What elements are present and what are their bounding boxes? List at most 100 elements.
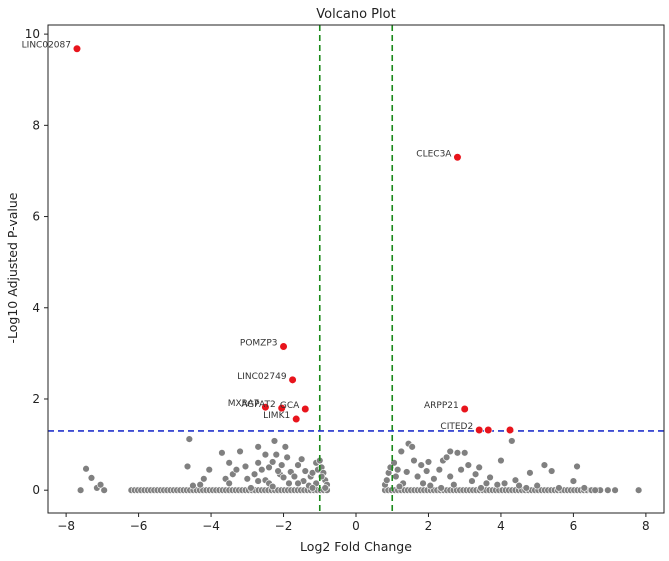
nonsignificant-point <box>419 479 427 488</box>
nonsignificant-point <box>294 461 302 469</box>
nonsignificant-point <box>247 484 255 492</box>
nonsignificant-point <box>390 459 398 467</box>
y-tick-label: 4 <box>32 301 40 315</box>
nonsignificant-point <box>446 447 454 456</box>
significant-point <box>261 403 270 412</box>
nonsignificant-point <box>515 481 523 490</box>
gene-label: CLEC3A <box>416 149 452 159</box>
nonsignificant-point <box>281 443 290 451</box>
nonsignificant-point <box>87 474 96 482</box>
nonsignificant-point <box>250 470 259 478</box>
gene-label: MXRA7 <box>228 399 260 409</box>
nonsignificant-point <box>254 459 262 467</box>
nonsignificant-point <box>417 461 425 469</box>
x-tick-label: −8 <box>57 519 75 533</box>
significant-point <box>460 404 469 414</box>
significant-point <box>505 425 515 435</box>
nonsignificant-point <box>408 443 416 451</box>
nonsignificant-point <box>555 484 563 492</box>
y-axis-label: -Log10 Adjusted P-value <box>5 192 20 343</box>
nonsignificant-point <box>82 465 90 473</box>
nonsignificant-point <box>397 447 405 456</box>
nonsignificant-point <box>493 481 502 489</box>
nonsignificant-point <box>301 467 309 475</box>
nonsignificant-point <box>258 465 266 474</box>
nonsignificant-point <box>225 479 233 488</box>
nonsignificant-point <box>482 479 491 488</box>
nonsignificant-point <box>270 437 279 445</box>
nonsignificant-point <box>243 475 251 483</box>
gene-label: GCA <box>280 401 300 411</box>
nonsignificant-point <box>393 465 402 474</box>
nonsignificant-point <box>395 482 404 491</box>
nonsignificant-point <box>508 437 516 445</box>
significant-point <box>453 153 462 162</box>
gene-label: AGPAT2 <box>241 400 276 410</box>
nonsignificant-point <box>413 472 422 481</box>
nonsignificant-point <box>453 449 462 457</box>
nonsignificant-point <box>232 465 241 474</box>
axis-ticks: −8 −6 −4 −2 0 2 4 6 8 0 2 4 6 8 10 <box>25 27 650 533</box>
nonsignificant-point <box>430 475 438 483</box>
y-tick-label: 0 <box>32 483 40 497</box>
nonsignificant-point <box>290 472 299 481</box>
nonsignificant-point <box>196 481 204 489</box>
significant-point <box>72 44 82 53</box>
plot-area: LINC02087 CLEC3A POMZP3 LINC02749 MXRA7AGPAT… <box>22 25 664 513</box>
nonsignificant-point <box>297 455 306 463</box>
nonsignificant-point <box>100 486 108 494</box>
nonsignificant-point <box>604 486 612 494</box>
nonsignificant-point <box>422 467 431 475</box>
gene-label: ARPP21 <box>424 401 459 411</box>
nonsignificant-point <box>225 459 233 467</box>
gene-label: LINC02749 <box>237 372 287 382</box>
nonsignificant-point <box>283 453 291 462</box>
nonsignificant-point <box>511 476 520 484</box>
nonsignificant-point <box>274 467 282 475</box>
plot-content <box>48 25 664 513</box>
nonsignificant-point <box>424 458 433 466</box>
significant-point <box>288 375 297 384</box>
nonsignificant-point <box>580 484 588 492</box>
significant-point <box>301 404 310 414</box>
nonsignificant-point <box>426 481 434 490</box>
nonsignificant-point <box>475 463 483 472</box>
nonsignificant-point <box>268 482 277 491</box>
x-tick-label: 6 <box>570 519 578 533</box>
gene-label: LIMK1 <box>263 411 290 421</box>
nonsignificant-point <box>189 481 197 490</box>
nonsignificant-point <box>471 470 480 478</box>
chart-title: Volcano Plot <box>316 7 395 22</box>
nonsignificant-point <box>383 476 391 484</box>
x-tick-label: 4 <box>497 519 505 533</box>
gene-label: POMZP3 <box>240 339 278 349</box>
significant-point <box>292 414 301 424</box>
nonsignificant-point <box>261 450 270 459</box>
nonsignificant-point <box>634 486 643 494</box>
nonsignificant-point <box>265 463 273 472</box>
nonsignificant-point <box>308 469 317 477</box>
nonsignificant-point <box>540 461 549 469</box>
nonsignificant-point <box>96 481 105 489</box>
y-tick-label: 8 <box>32 118 40 132</box>
nonsignificant-point <box>486 473 494 482</box>
x-tick-label: −4 <box>202 519 220 533</box>
nonsignificant-point <box>268 458 277 466</box>
nonsignificant-point <box>76 486 85 494</box>
nonsignificant-point <box>403 468 411 476</box>
nonsignificant-point <box>218 449 226 457</box>
nonsignificant-point <box>435 465 444 474</box>
nonsignificant-point <box>497 456 505 465</box>
nonsignificant-point <box>183 462 192 471</box>
gene-label: LINC02087 <box>22 41 71 51</box>
nonsignificant-point <box>294 479 302 488</box>
nonsignificant-point <box>533 481 541 490</box>
nonsignificant-point <box>321 484 329 492</box>
nonsignificant-point <box>477 484 485 492</box>
nonsignificant-point <box>442 453 451 462</box>
nonsignificant-point <box>254 443 262 451</box>
significant-point <box>277 404 286 413</box>
